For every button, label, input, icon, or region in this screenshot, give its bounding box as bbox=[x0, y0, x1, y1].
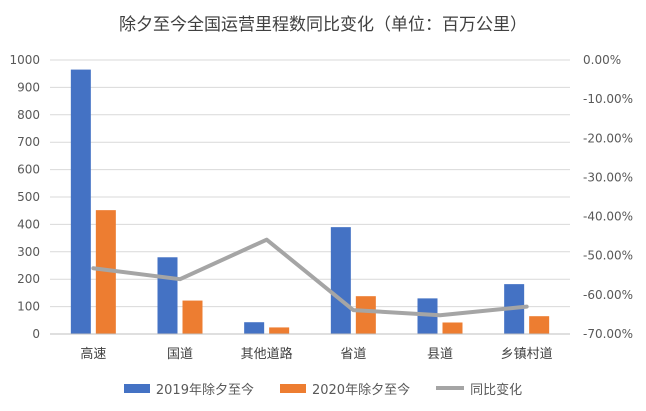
x-category-label: 国道 bbox=[167, 347, 193, 362]
bar-2020 bbox=[355, 296, 376, 334]
y-right-tick-label: -30.00% bbox=[583, 170, 633, 184]
legend-item-yoy: 同比变化 bbox=[436, 379, 522, 398]
yoy-line-path bbox=[91, 237, 529, 318]
bar-2019 bbox=[70, 69, 91, 334]
legend-item-2020: 2020年除夕至今 bbox=[279, 379, 411, 398]
legend-swatch-2019 bbox=[123, 383, 150, 393]
yoy-line bbox=[91, 237, 529, 318]
legend-label-2019: 2019年除夕至今 bbox=[155, 382, 254, 398]
y-right-tick-label: -40.00% bbox=[583, 210, 633, 224]
x-category-label: 县道 bbox=[427, 347, 453, 362]
y-left-tick-label: 100 bbox=[17, 300, 40, 314]
y-left-tick-label: 400 bbox=[17, 217, 40, 231]
bar-2020 bbox=[269, 327, 290, 334]
y-left-tick-label: 200 bbox=[17, 272, 40, 286]
y-right-tick-label: -50.00% bbox=[583, 249, 633, 263]
bars bbox=[70, 69, 550, 334]
y-right-tick-label: -20.00% bbox=[583, 131, 633, 145]
x-category-label: 省道 bbox=[340, 347, 366, 362]
y-right-tick-label: -60.00% bbox=[583, 288, 633, 302]
y-left-tick-label: 300 bbox=[17, 245, 40, 259]
y-right-tick-label: -10.00% bbox=[583, 92, 633, 106]
y-left-tick-label: 600 bbox=[17, 163, 40, 177]
y-left-tick-label: 500 bbox=[17, 190, 40, 204]
legend-item-2019: 2019年除夕至今 bbox=[123, 379, 254, 398]
y-left-tick-label: 700 bbox=[17, 135, 40, 149]
legend-swatch-yoy bbox=[436, 386, 465, 390]
gridlines bbox=[50, 59, 570, 335]
bar-2020 bbox=[442, 322, 463, 334]
x-category-label: 其他道路 bbox=[241, 346, 293, 362]
y-left-tick-label: 900 bbox=[17, 80, 40, 94]
legend-label-2020: 2020年除夕至今 bbox=[311, 382, 411, 398]
bar-2020 bbox=[95, 210, 116, 334]
y-left-tick-label: 0 bbox=[32, 327, 40, 341]
legend-label-yoy: 同比变化 bbox=[470, 382, 523, 398]
bar-2019 bbox=[330, 227, 351, 334]
y-right-tick-label: -70.00% bbox=[583, 327, 633, 341]
x-category-label: 乡镇村道 bbox=[501, 347, 553, 362]
bar-2019 bbox=[244, 322, 265, 334]
bar-2020 bbox=[529, 316, 550, 334]
chart-title: 除夕至今全国运营里程数同比变化（单位：百万公里） bbox=[119, 15, 527, 35]
y-left-tick-label: 800 bbox=[17, 108, 40, 122]
x-category-label: 高速 bbox=[80, 346, 106, 362]
bar-2019 bbox=[157, 257, 178, 334]
y-left-tick-label: 1000 bbox=[9, 53, 40, 67]
legend: 2019年除夕至今 2020年除夕至今 同比变化 bbox=[0, 378, 646, 398]
y-right-tick-label: 0.00% bbox=[583, 53, 621, 67]
bar-2020 bbox=[182, 300, 203, 334]
axes: 0 100 200 300 400 500 600 700 800 900 1000 0.00% -10… bbox=[9, 53, 633, 362]
legend-swatch-2020 bbox=[279, 383, 306, 393]
